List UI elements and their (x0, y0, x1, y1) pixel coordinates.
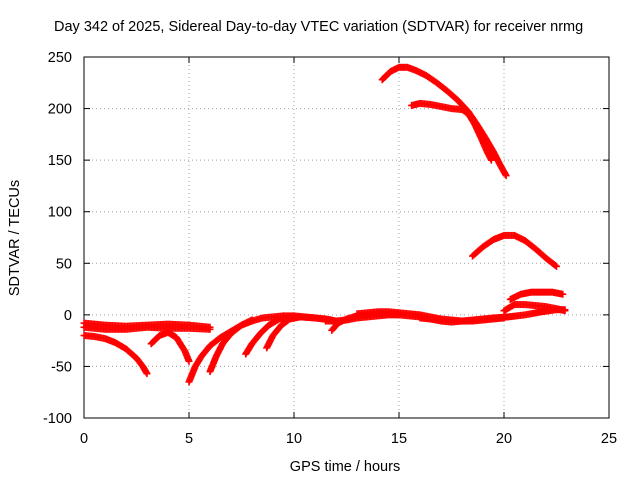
series-arc-j (147, 328, 193, 365)
data-point (143, 370, 151, 378)
y-axis-ticks: -100 -50 0 50 100 150 200 250 (43, 50, 609, 427)
data-point (206, 325, 214, 333)
y-axis-label: SDTVAR / TECUs (7, 180, 23, 296)
data-point (553, 262, 560, 270)
series-arc-b (408, 99, 495, 164)
data-point (559, 290, 567, 298)
y-tick-label: 100 (48, 205, 72, 221)
series-arc-r (322, 311, 403, 325)
x-tick-label: 10 (286, 431, 302, 447)
data-points (80, 63, 569, 386)
y-tick-label: 150 (48, 153, 72, 169)
series-arc-s (416, 314, 497, 326)
y-tick-label: 250 (48, 50, 72, 66)
data-point (395, 311, 403, 319)
data-point (185, 357, 193, 365)
x-tick-label: 5 (185, 431, 193, 447)
data-point (551, 261, 559, 269)
x-axis-ticks: 0 5 10 15 20 25 (80, 57, 617, 447)
x-axis-label: GPS time / hours (290, 459, 400, 475)
series-arc-d (506, 288, 567, 303)
x-tick-label: 20 (496, 431, 512, 447)
data-point (561, 306, 569, 314)
plot-frame (83, 56, 610, 419)
x-tick-label: 15 (391, 431, 407, 447)
data-point (490, 314, 497, 322)
grid-lines (84, 57, 609, 418)
data-point (248, 316, 256, 324)
x-tick-label: 25 (601, 431, 617, 447)
data-point (502, 172, 510, 180)
series-arc-l (206, 316, 256, 376)
series-arc-i (80, 323, 214, 333)
y-tick-label: -100 (43, 411, 72, 427)
x-tick-label: 0 (80, 431, 88, 447)
series-arc-g (80, 331, 151, 378)
y-tick-label: -50 (51, 359, 72, 375)
series-arc-o (280, 312, 340, 325)
chart-title: Day 342 of 2025, Sidereal Day-to-day VTE… (54, 19, 583, 35)
y-tick-label: 50 (56, 256, 72, 272)
data-point (487, 156, 495, 164)
y-tick-label: 0 (64, 308, 72, 324)
y-tick-label: 200 (48, 102, 72, 118)
data-point (500, 314, 508, 322)
series-arc-c (469, 231, 560, 270)
